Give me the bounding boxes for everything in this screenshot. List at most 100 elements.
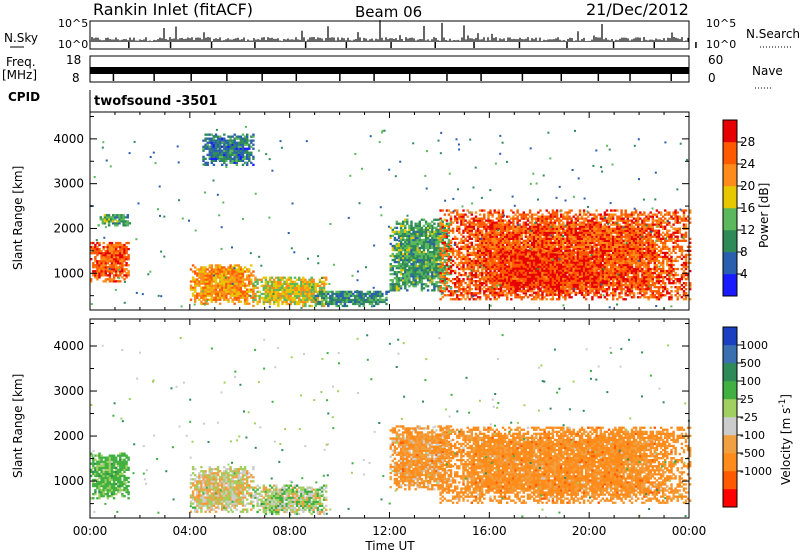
data-cell (235, 298, 238, 301)
data-cell (487, 217, 490, 220)
data-cell (250, 282, 253, 285)
data-cell (418, 224, 421, 227)
data-cell (402, 230, 405, 233)
data-cell (393, 287, 397, 290)
data-cell (591, 288, 594, 291)
data-cell (487, 233, 490, 236)
data-cell (555, 229, 559, 232)
data-cell (570, 251, 573, 255)
data-cell (558, 247, 561, 250)
data-cell (248, 276, 251, 279)
data-cell (110, 280, 114, 283)
data-cell (110, 278, 114, 281)
data-cell (487, 257, 490, 261)
freq-tick-bottom: 8 (72, 71, 80, 85)
data-cell (468, 229, 471, 232)
data-cell (102, 274, 105, 277)
data-cell (439, 237, 442, 240)
data-cell (399, 252, 403, 256)
data-cell (426, 236, 430, 240)
data-cell (472, 217, 476, 220)
data-cell (424, 220, 428, 223)
data-cell (512, 225, 515, 228)
data-cell (414, 242, 417, 246)
data-cell (110, 254, 114, 257)
data-cell (216, 264, 220, 267)
data-cell (526, 296, 530, 299)
data-cell (233, 155, 236, 158)
data-cell (198, 280, 201, 283)
data-cell (580, 215, 584, 218)
data-cell (478, 288, 482, 291)
data-cell (408, 279, 411, 282)
data-cell (478, 255, 482, 259)
data-cell (358, 302, 361, 306)
data-cell (474, 223, 478, 226)
data-cell (481, 278, 484, 281)
data-cell (283, 286, 286, 289)
data-cell (252, 133, 255, 136)
data-cell (431, 256, 434, 260)
data-cell (431, 224, 434, 227)
data-cell (237, 278, 241, 281)
data-cell (551, 237, 555, 240)
data-cell (478, 241, 482, 244)
data-cell (516, 241, 519, 244)
data-cell (437, 242, 440, 246)
data-cell (568, 221, 571, 224)
data-cell (582, 237, 586, 240)
data-cell (214, 272, 218, 275)
data-cell (551, 217, 555, 220)
data-cell (431, 269, 434, 272)
data-cell (210, 155, 213, 158)
data-cell (431, 265, 434, 268)
data-cell (374, 294, 378, 298)
data-cell (553, 229, 557, 232)
data-cell (225, 145, 228, 148)
data-cell (460, 213, 463, 216)
data-cell (285, 280, 288, 283)
data-cell (304, 300, 307, 304)
data-cell (308, 290, 311, 293)
data-cell (495, 235, 498, 238)
data-cell (503, 247, 507, 250)
data-cell (204, 143, 207, 146)
data-cell (587, 215, 590, 218)
data-cell (566, 229, 569, 232)
data-cell (449, 298, 453, 301)
data-cell (483, 282, 486, 285)
data-cell (235, 280, 238, 283)
data-cell (418, 220, 421, 223)
data-cell (574, 217, 577, 220)
data-cell (281, 284, 284, 287)
data-cell (229, 294, 232, 297)
data-cell (397, 254, 401, 258)
data-cell (121, 254, 124, 257)
data-cell (229, 145, 232, 148)
data-cell (553, 251, 557, 255)
data-cell (530, 239, 534, 242)
data-cell (202, 268, 205, 271)
data-cell (115, 272, 118, 275)
data-cell (412, 236, 415, 240)
data-cell (558, 239, 561, 242)
data-cell (508, 225, 511, 228)
data-cell (485, 243, 488, 246)
data-cell (237, 290, 241, 293)
data-cell (127, 258, 130, 261)
data-cell (503, 245, 507, 248)
data-cell (476, 286, 480, 289)
data-cell (325, 300, 328, 304)
data-cell (549, 219, 552, 222)
data-cell (566, 233, 569, 236)
data-cell (422, 287, 426, 290)
data-cell (210, 157, 213, 160)
data-cell (470, 221, 473, 224)
data-cell (389, 283, 392, 286)
data-cell (112, 266, 116, 269)
data-cell (416, 256, 419, 260)
data-cell (221, 286, 224, 289)
data-cell (254, 280, 257, 283)
data-cell (285, 298, 288, 302)
data-cell (520, 241, 523, 244)
